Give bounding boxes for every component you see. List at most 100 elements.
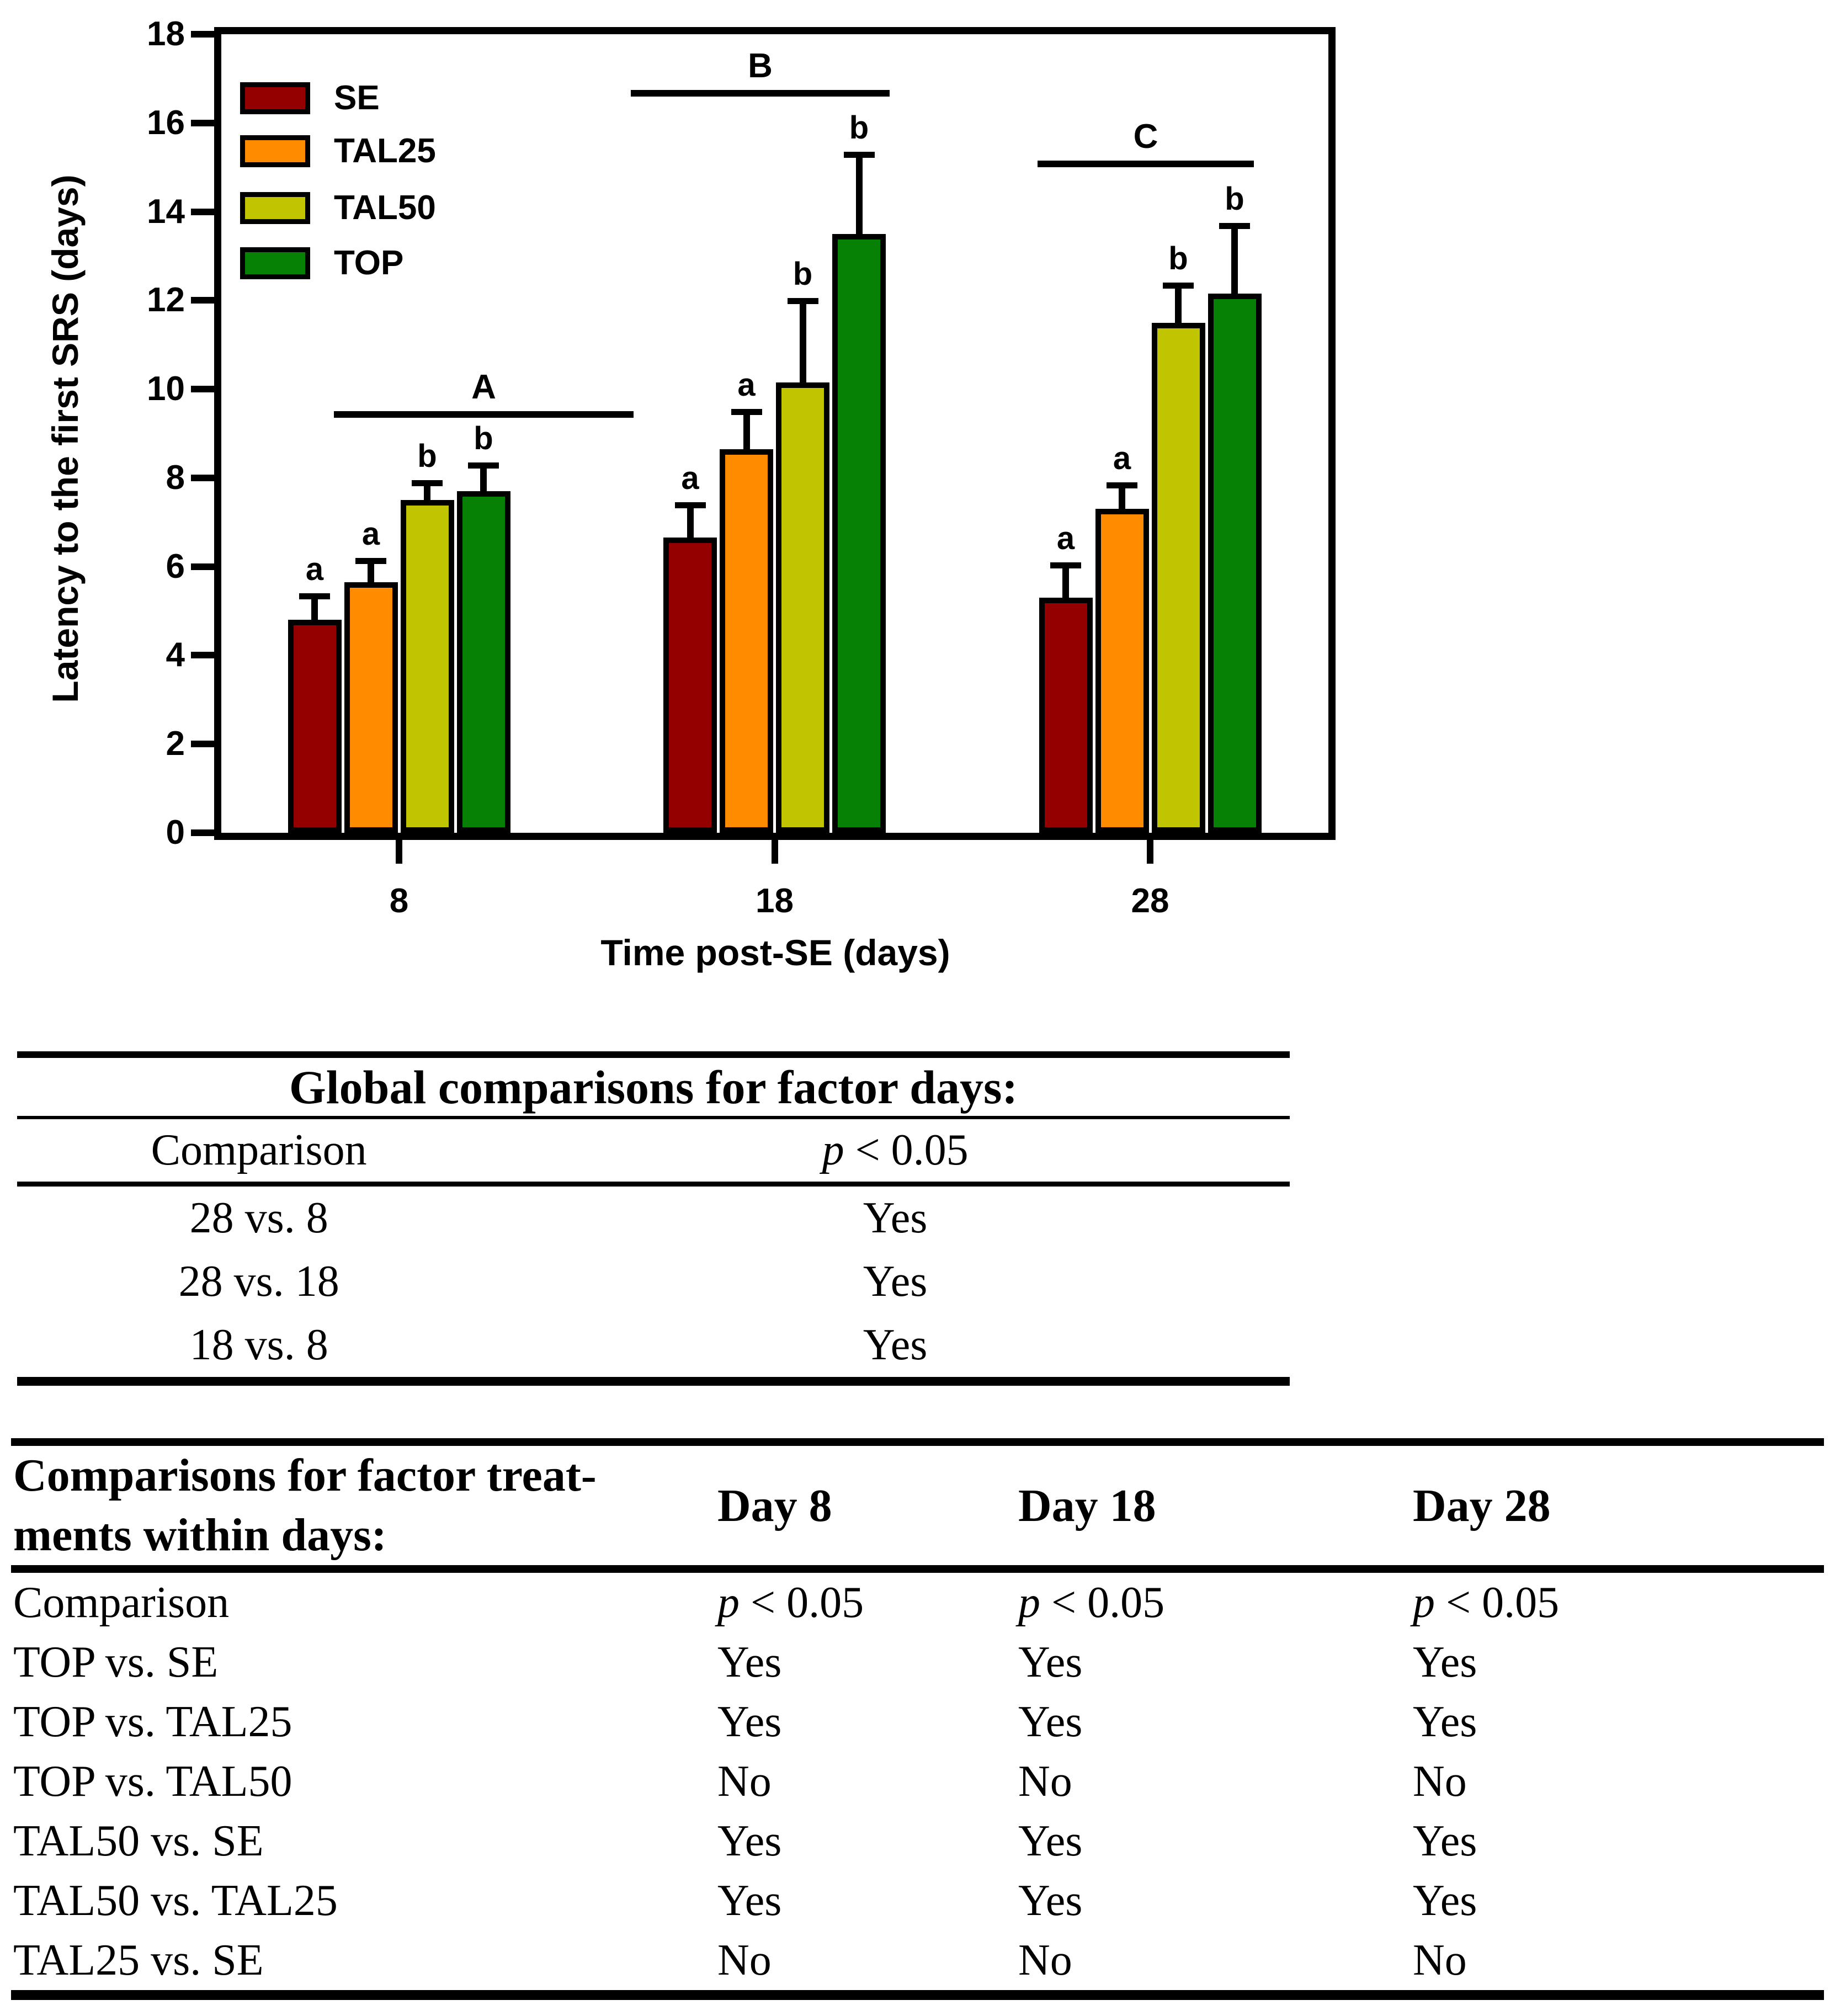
y-axis-title: Latency to the first SRS (days) [45, 174, 86, 703]
result-cell: Yes [1413, 1637, 1477, 1687]
result-cell: Yes [863, 1321, 928, 1369]
comparison-cell: Comparison [13, 1578, 230, 1627]
legend-item-SE: SE [240, 81, 472, 115]
comparison-cell: 28 vs. 8 [189, 1194, 328, 1242]
legend-swatch-TAL25 [240, 135, 310, 167]
bar-SE-day18 [663, 538, 717, 833]
group-letter-A: A [471, 368, 496, 407]
bar-TOP-day28 [1208, 294, 1262, 833]
significance-letter: a [305, 551, 324, 587]
significance-letter: a [1056, 520, 1075, 556]
y-tick-label: 18 [147, 15, 185, 53]
x-tick [1147, 838, 1153, 864]
result-cell: Yes [1018, 1816, 1083, 1865]
comparison-cell: TAL25 vs. SE [13, 1935, 264, 1985]
comparison-cell: TOP vs. SE [13, 1637, 219, 1687]
bar-TAL50-day28 [1151, 322, 1205, 833]
p-symbol: p [822, 1126, 844, 1174]
y-tick [191, 741, 214, 748]
significance-letter: a [737, 367, 756, 403]
error-cap-TAL50-day28 [1163, 283, 1194, 289]
error-bar-TOP-day28 [1231, 222, 1238, 294]
legend-label: TAL50 [334, 189, 436, 227]
x-tick-label: 28 [1131, 882, 1169, 920]
error-cap-TAL25-day8 [355, 557, 386, 564]
y-tick-label: 12 [147, 281, 185, 320]
y-tick-label: 0 [166, 813, 185, 852]
result-cell: No [717, 1757, 772, 1806]
legend-item-TOP: TOP [240, 244, 472, 282]
result-cell: Yes [1018, 1637, 1083, 1687]
legend-label: TOP [334, 244, 404, 282]
plot-area: a a a a a a b b b b b b A B C SE TAL25 TAL50 TOP [221, 34, 1328, 833]
pvalue-cell: p < 0.05 [1018, 1578, 1165, 1627]
error-bar-TAL50-day18 [799, 298, 806, 383]
significance-letter: b [1168, 241, 1188, 277]
bar-TAL25-day8 [344, 582, 398, 833]
bar-TAL50-day18 [776, 382, 829, 833]
error-cap-SE-day8 [299, 593, 330, 599]
group-letter-C: C [1133, 118, 1158, 156]
error-bar-TAL25-day8 [368, 557, 374, 582]
legend-label: TAL25 [334, 132, 436, 170]
comparison-cell: 18 vs. 8 [189, 1321, 328, 1369]
bar-TOP-day8 [456, 491, 510, 833]
table2-subheader-row: Comparison p < 0.05 p < 0.05 p < 0.05 [11, 1573, 1824, 1632]
error-cap-TAL25-day18 [731, 409, 762, 416]
significance-letter: a [361, 515, 380, 552]
result-cell: Yes [717, 1876, 782, 1925]
legend-swatch-TOP [240, 247, 310, 279]
table2-title: Comparisons for factor treat-ments withi… [13, 1450, 597, 1561]
y-tick-label: 16 [147, 103, 185, 142]
error-cap-TOP-day8 [468, 462, 499, 469]
error-bar-SE-day8 [311, 593, 318, 620]
x-tick [771, 838, 778, 864]
error-cap-TAL25-day28 [1107, 482, 1137, 488]
result-cell: No [717, 1935, 772, 1985]
y-tick-label: 6 [166, 547, 185, 586]
within-days-comparisons-table: Comparisons for factor treat-ments withi… [11, 1438, 1824, 2000]
error-bar-SE-day28 [1062, 562, 1069, 598]
table1-header-row: Comparison p < 0.05 [17, 1119, 1290, 1187]
significance-letter: b [417, 438, 437, 474]
error-cap-SE-day28 [1050, 562, 1081, 568]
y-tick [191, 652, 214, 659]
y-tick [191, 386, 214, 393]
group-line-C [1038, 161, 1254, 168]
table2-header-day8: Day 8 [717, 1480, 832, 1531]
comparison-cell: TAL50 vs. TAL25 [13, 1876, 338, 1925]
result-cell: Yes [1413, 1876, 1477, 1925]
y-tick [191, 297, 214, 304]
table1-header-pvalue: p < 0.05 [501, 1125, 1290, 1175]
significance-letter: b [849, 110, 869, 146]
group-line-A [334, 411, 634, 418]
p-threshold: < 0.05 [844, 1126, 969, 1174]
error-bar-TAL25-day18 [743, 409, 750, 449]
y-tick [191, 563, 214, 570]
table1-title: Global comparisons for factor days: [17, 1058, 1290, 1119]
result-cell: Yes [717, 1637, 782, 1687]
result-cell: Yes [1413, 1697, 1477, 1746]
y-tick-label: 10 [147, 370, 185, 408]
y-tick [191, 474, 214, 481]
significance-letter: b [474, 420, 493, 456]
error-cap-TAL50-day18 [787, 298, 818, 305]
result-cell: No [1018, 1935, 1072, 1985]
y-tick [191, 829, 214, 836]
x-tick [396, 838, 402, 864]
bar-TAL50-day8 [400, 500, 454, 833]
global-comparisons-table: Global comparisons for factor days: Comp… [17, 1051, 1290, 1386]
bar-SE-day28 [1039, 597, 1093, 833]
result-cell: Yes [1018, 1876, 1083, 1925]
x-tick-label: 18 [756, 882, 794, 920]
table-row: 18 vs. 8 Yes [17, 1313, 1290, 1377]
error-bar-TAL25-day28 [1119, 482, 1125, 509]
bar-TAL25-day28 [1095, 509, 1149, 833]
x-tick-label: 8 [389, 882, 409, 920]
result-cell: Yes [863, 1257, 928, 1306]
table2-header-row: Comparisons for factor treat-ments withi… [11, 1446, 1824, 1573]
pvalue-cell: p < 0.05 [1413, 1578, 1560, 1627]
x-axis-title: Time post-SE (days) [600, 932, 950, 973]
table-row: TOP vs. TAL50 No No No [11, 1752, 1824, 1811]
significance-letter: b [792, 256, 813, 292]
